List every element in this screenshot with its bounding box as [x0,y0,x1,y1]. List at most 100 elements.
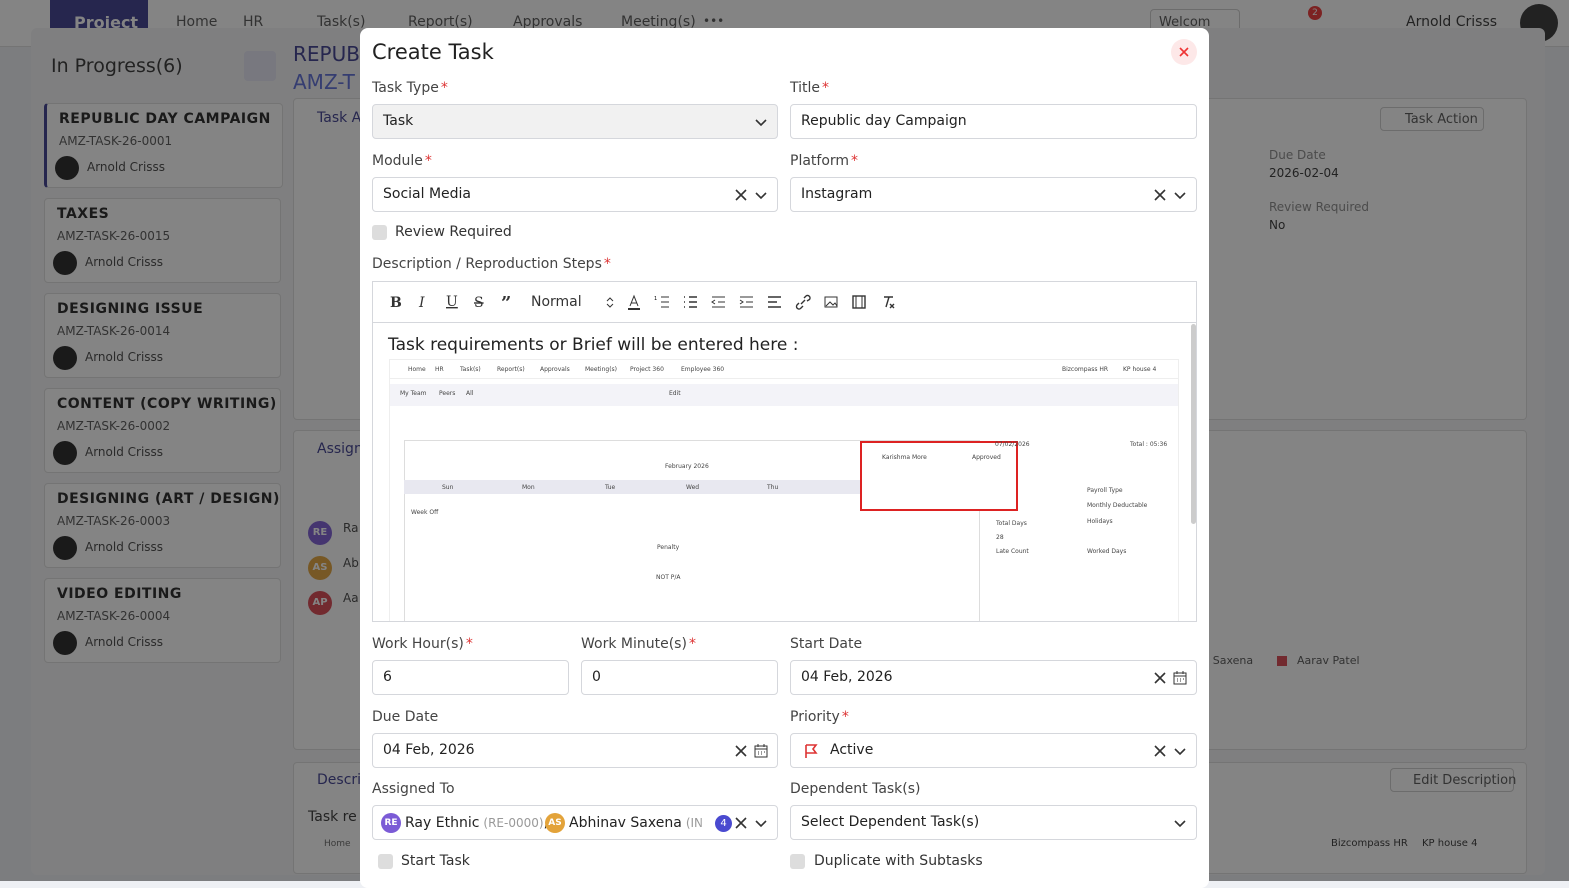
chevron-icon [753,187,769,207]
image-text: 28 [996,534,1004,541]
image-text: Thu [767,484,779,491]
image-text: 07/02/2026 [995,441,1030,448]
image-text: Total : 05:36 [1130,441,1168,448]
checkbox-label: Start Task [401,853,470,869]
label-text: Module [372,153,423,169]
format-select[interactable]: Normal [531,294,582,310]
label-text: Platform [790,153,850,169]
image-text: Approvals [540,366,570,373]
label-text: Dependent Task(s) [790,781,921,797]
form-field[interactable]: Task [372,104,778,139]
form-field[interactable]: 04 Feb, 2026 [372,733,778,768]
chip-code: (RE-0000) [483,816,544,830]
clear-icon [733,743,749,763]
required-mark: * [465,636,473,652]
editor-text: Task requirements or Brief will be enter… [388,335,799,355]
label-text: Title [790,80,821,96]
field-label: Work Hour(s) * [372,636,473,652]
image-text: NOT P/A [656,574,681,581]
embedded-image: Home HR Task(s) Report(s) Approvals Meeting(s… [389,359,1179,621]
required-mark: * [841,709,849,725]
form-field[interactable]: 0 [581,660,778,695]
chevron-icon [1172,815,1188,835]
image-text: Bizcompass HR [1062,366,1109,373]
required-mark: * [440,80,448,96]
image-nav [390,360,1178,379]
toolbar-button: 1 [654,294,670,314]
svg-text:”: ” [501,294,511,310]
image-text: Sun [442,484,454,491]
image-text: Wed [686,484,700,491]
label-text: Work Hour(s) [372,636,464,652]
chip-code: (IN [685,816,704,830]
image-toolbar [390,384,1178,406]
image-text: KP house 4 [1123,366,1157,373]
field-label: Work Minute(s) * [581,636,696,652]
image-text: Project 360 [630,366,664,373]
checkbox[interactable] [378,854,393,869]
image-text: Approved [972,454,1001,461]
svg-text:I: I [418,295,425,310]
chevron-icon [753,815,769,835]
form-field[interactable]: Instagram [790,177,1197,212]
toolbar-button [710,294,726,314]
toolbar-button [880,294,896,314]
form-field[interactable]: 6 [372,660,569,695]
label-text: Priority [790,709,840,725]
image-header-row [404,480,978,494]
image-text: Penalty [657,544,680,551]
checkbox[interactable] [790,854,805,869]
toolbar-button: I [415,294,431,314]
toolbar-button [766,294,782,314]
chevron-icon [1172,187,1188,207]
field-label: Title * [790,80,829,96]
required-mark: * [822,80,830,96]
field-value: 6 [383,669,392,685]
calendar-icon [753,743,769,763]
image-text: Late Count [996,548,1029,555]
clear-icon [1152,743,1168,763]
checkbox[interactable] [372,225,387,240]
flag-icon [803,743,819,763]
form-field[interactable]: 04 Feb, 2026 [790,660,1197,695]
rich-text-editor: B I U S ” Normal 1 Task requirements or Brief w… [372,281,1197,622]
chevron-icon [1172,743,1188,763]
field-label: Task Type * [372,80,448,96]
form-field[interactable]: Social Media [372,177,778,212]
toolbar-button [795,294,811,314]
label-text: Due Date [372,709,439,725]
chevron-icon [753,114,769,134]
label-text: Assigned To [372,781,455,797]
required-mark: * [688,636,696,652]
format-arrows [602,294,618,314]
image-text: Mon [522,484,535,491]
field-value: 04 Feb, 2026 [383,742,475,758]
label-text: Work Minute(s) [581,636,687,652]
editor-toolbar [373,282,1196,323]
more-count: 4 [715,815,732,832]
toolbar-button: S [471,294,487,314]
field-value: Active [830,742,874,758]
toolbar-button [851,294,867,314]
field-label: Assigned To [372,781,455,797]
chip-name: Ray Ethnic [405,815,480,831]
required-mark: * [603,256,611,272]
image-text: HR [435,366,444,373]
field-value: Social Media [383,186,472,202]
field-label: Priority * [790,709,849,725]
image-text: Holidays [1087,518,1113,525]
svg-text:B: B [390,295,402,310]
toolbar-button [626,294,642,314]
form-field[interactable]: Select Dependent Task(s) [790,805,1197,840]
modal-title: Create Task [372,40,494,64]
form-field[interactable]: Active [790,733,1197,768]
calendar-icon [1172,670,1188,690]
image-text: Home [408,366,426,373]
field-label: Description / Reproduction Steps * [372,256,611,272]
close-button[interactable] [1171,39,1197,65]
form-field[interactable]: Republic day Campaign [790,104,1197,139]
image-text: Peers [439,390,456,397]
